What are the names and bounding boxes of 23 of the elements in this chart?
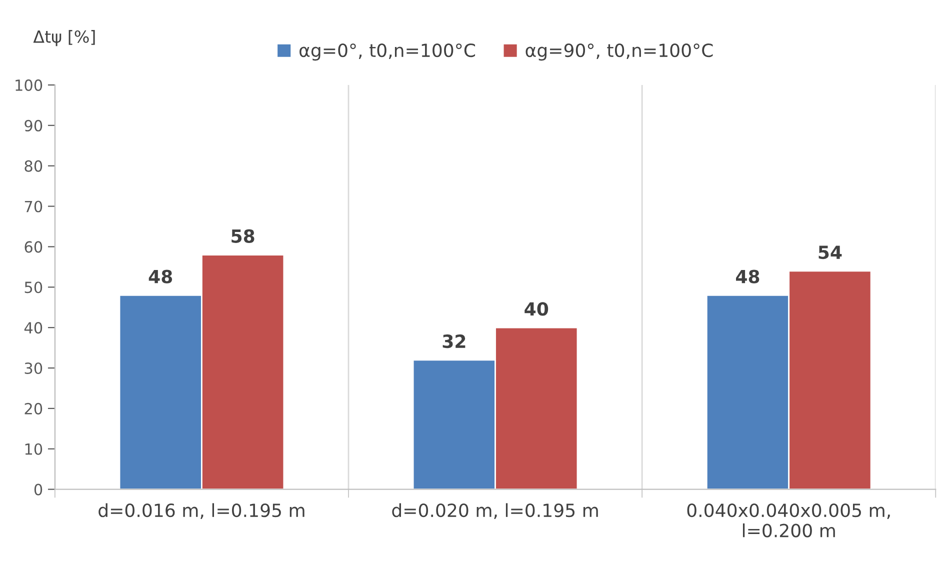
y-tick-label: 10 xyxy=(25,443,42,455)
y-tick-label: 30 xyxy=(24,362,42,374)
y-tick-label: 90 xyxy=(24,120,42,132)
y-axis-title: Δtψ [%] xyxy=(33,30,95,46)
y-tick-label: 80 xyxy=(24,160,42,172)
y-tick-label: 50 xyxy=(24,282,42,294)
legend-label: αg=90°, t0,n=100°C xyxy=(526,43,713,61)
y-tick-label: 70 xyxy=(24,200,42,212)
x-tick-label: d=0.020 m, l=0.195 m xyxy=(392,503,598,520)
data-label: 58 xyxy=(232,229,254,243)
data-label: 48 xyxy=(148,270,172,284)
data-label: 32 xyxy=(442,334,466,348)
x-tick-label: d=0.016 m, l=0.195 m xyxy=(98,503,304,520)
x-tick-label: 0.040x0.040x0.005 m, l=0.200 m xyxy=(687,504,890,538)
data-label: 40 xyxy=(524,302,548,316)
data-label: 54 xyxy=(818,246,842,260)
legend-label: αg=0°, t0,n=100°C xyxy=(300,43,476,61)
y-tick-label: 0 xyxy=(34,484,42,496)
y-tick-label: 20 xyxy=(24,402,42,414)
y-tick-label: 40 xyxy=(24,322,42,334)
y-tick-label: 60 xyxy=(24,241,42,253)
data-label: 48 xyxy=(736,270,760,284)
y-tick-label: 100 xyxy=(16,79,42,91)
